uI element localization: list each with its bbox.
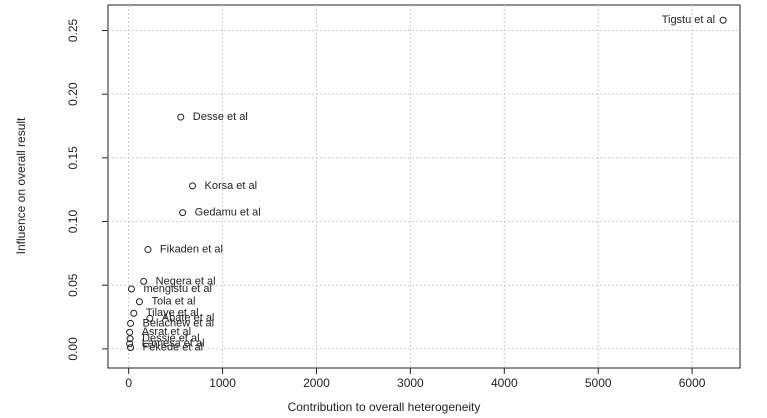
x-tick-label: 1000 xyxy=(209,376,236,390)
point-label: Fikaden et al xyxy=(160,243,223,255)
point xyxy=(140,277,148,285)
y-tick-label: 0.25 xyxy=(66,18,80,42)
point-label: Abate et al xyxy=(162,312,215,324)
x-axis-title: Contribution to overall heterogeneity xyxy=(288,400,481,414)
plot-frame xyxy=(107,4,741,369)
point xyxy=(179,209,187,217)
point-label: Negera et al xyxy=(156,275,216,287)
point xyxy=(130,309,138,317)
point-label: Asrat et al xyxy=(142,326,192,338)
x-tick-label: 0 xyxy=(125,376,132,390)
point-label: Tigstu et al xyxy=(662,14,715,26)
point-label: Desse et al xyxy=(193,111,248,123)
y-tick-label: 0.10 xyxy=(66,210,80,234)
point-label: Belachew et al xyxy=(143,317,215,329)
y-axis-title: Influence on overall result xyxy=(14,117,28,254)
point xyxy=(144,246,152,254)
x-tick-label: 6000 xyxy=(679,376,706,390)
y-tick-label: 0.00 xyxy=(66,337,80,361)
point-label: Tilaye et al xyxy=(146,307,199,319)
point-label: Tola et al xyxy=(151,296,195,308)
point xyxy=(126,335,134,343)
point xyxy=(135,298,143,306)
point-label: Lamesa et al xyxy=(142,338,205,350)
point xyxy=(177,113,185,121)
point xyxy=(127,344,135,352)
y-tick-label: 0.15 xyxy=(66,146,80,170)
point xyxy=(719,16,727,24)
point-label: mengistu et al xyxy=(143,283,211,295)
x-tick-label: 4000 xyxy=(491,376,518,390)
point xyxy=(127,319,135,327)
y-tick-label: 0.20 xyxy=(66,82,80,106)
point xyxy=(126,340,134,348)
point-label: Korsa et al xyxy=(205,180,258,192)
x-tick-label: 5000 xyxy=(585,376,612,390)
point-label: Gedamu et al xyxy=(195,207,261,219)
point-label: Dessie et al xyxy=(142,333,199,345)
x-tick-label: 3000 xyxy=(397,376,424,390)
y-tick-label: 0.05 xyxy=(66,273,80,297)
point xyxy=(189,182,197,190)
point xyxy=(126,328,134,336)
point xyxy=(146,314,154,322)
point xyxy=(127,285,135,293)
point-label: Fekede et al xyxy=(143,342,204,354)
x-tick-label: 2000 xyxy=(303,376,330,390)
